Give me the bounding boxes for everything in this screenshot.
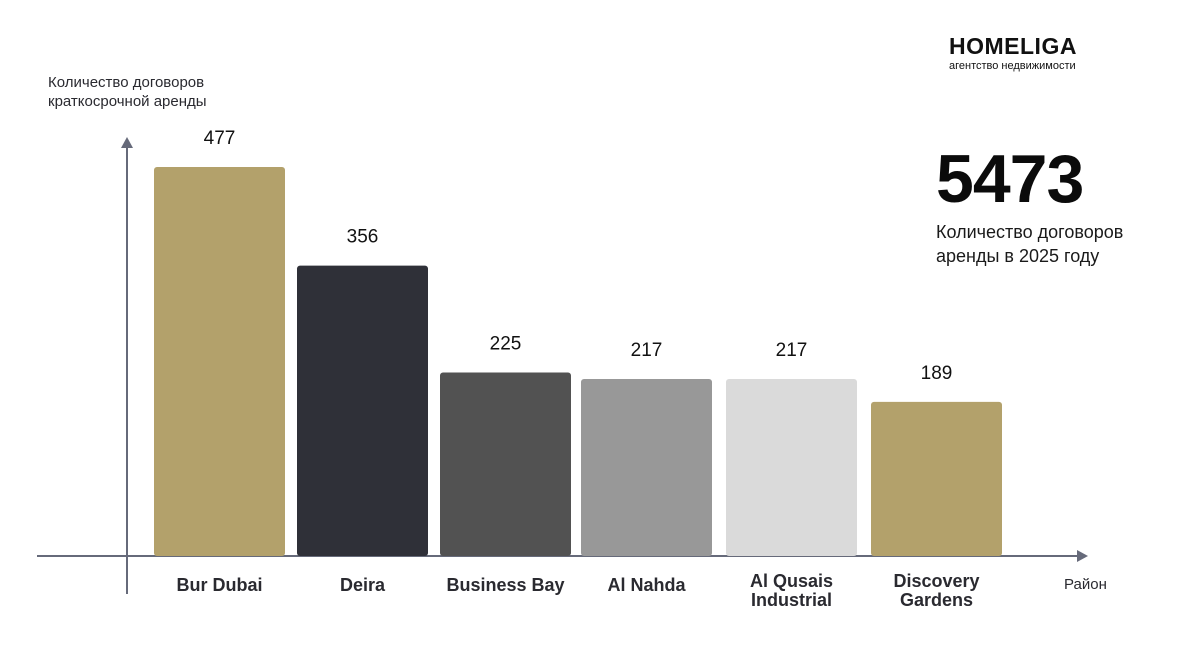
kpi-block: 5473 Количество договоров аренды в 2025 … [936,140,1186,268]
category-label-2: Deira [340,575,386,595]
value-label-2: 356 [347,227,379,248]
brand-subtitle: агентство недвижимости [949,60,1076,72]
category-label-6-line-2: Gardens [900,590,973,610]
x-axis-label-text: Район [1064,576,1107,593]
value-label-5: 217 [776,340,808,361]
y-axis-label-line-2: краткосрочной аренды [48,93,207,110]
category-label-6-line-1: Discovery [893,571,979,591]
category-label-5-line-1: Al Qusais [750,571,833,591]
category-label-4: Al Nahda [607,575,686,595]
bar-5 [726,379,857,556]
bar-1 [154,167,285,556]
category-label-1: Bur Dubai [176,575,262,595]
bar-4 [581,379,712,556]
kpi-value: 5473 [936,141,1084,217]
kpi-label-line-2: аренды в 2025 году [936,246,1100,266]
value-labels-group: 477 356 225 217 217 189 [204,128,953,384]
bar-2 [297,265,428,556]
category-label-5-line-2: Industrial [751,590,832,610]
x-axis-arrow [1077,550,1088,562]
bars-group [154,167,1002,556]
brand-name: HOMELIGA [949,33,1077,59]
category-label-3: Business Bay [446,575,564,595]
brand-logo: HOMELIGA агентство недвижимости [949,32,1094,73]
value-label-6: 189 [921,363,953,384]
value-label-1: 477 [204,128,236,149]
category-labels-group: Bur Dubai Deira Business Bay Al Nahda Al Qus… [176,571,979,610]
value-label-4: 217 [631,340,663,361]
bar-6 [871,401,1002,556]
y-axis-arrow [121,137,133,148]
y-axis-label-line-1: Количество договоров [48,74,204,91]
x-axis-label: Район [1064,576,1107,593]
y-axis-label: Количество договоров краткосрочной аренды [48,74,207,110]
kpi-label: Количество договоров аренды в 2025 году [936,220,1186,268]
bar-3 [440,372,571,556]
kpi-label-line-1: Количество договоров [936,222,1124,242]
value-label-3: 225 [490,334,522,355]
